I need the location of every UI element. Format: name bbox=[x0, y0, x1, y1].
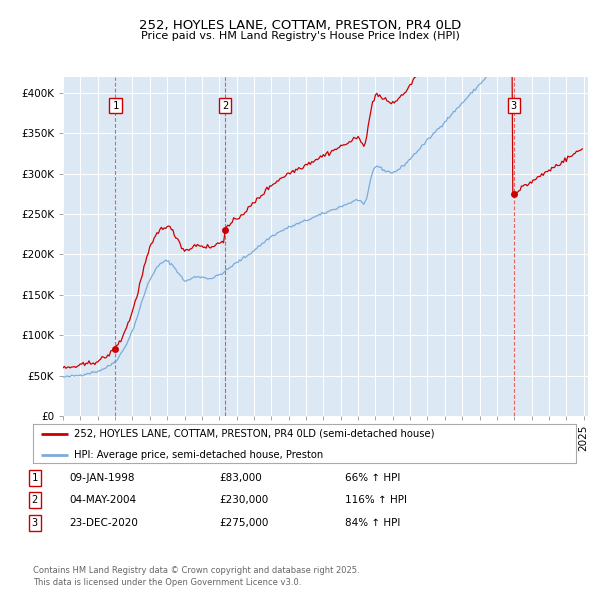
Text: £83,000: £83,000 bbox=[219, 473, 262, 483]
Text: £275,000: £275,000 bbox=[219, 519, 268, 528]
Text: 2: 2 bbox=[222, 100, 228, 110]
Text: 116% ↑ HPI: 116% ↑ HPI bbox=[345, 496, 407, 505]
Text: 252, HOYLES LANE, COTTAM, PRESTON, PR4 0LD (semi-detached house): 252, HOYLES LANE, COTTAM, PRESTON, PR4 0… bbox=[74, 429, 434, 439]
Text: £230,000: £230,000 bbox=[219, 496, 268, 505]
Text: 09-JAN-1998: 09-JAN-1998 bbox=[69, 473, 134, 483]
Text: 2: 2 bbox=[32, 496, 38, 505]
Text: 04-MAY-2004: 04-MAY-2004 bbox=[69, 496, 136, 505]
Text: 252, HOYLES LANE, COTTAM, PRESTON, PR4 0LD: 252, HOYLES LANE, COTTAM, PRESTON, PR4 0… bbox=[139, 19, 461, 32]
Text: 3: 3 bbox=[32, 519, 38, 528]
Text: Price paid vs. HM Land Registry's House Price Index (HPI): Price paid vs. HM Land Registry's House … bbox=[140, 31, 460, 41]
Text: Contains HM Land Registry data © Crown copyright and database right 2025.
This d: Contains HM Land Registry data © Crown c… bbox=[33, 566, 359, 587]
Text: 84% ↑ HPI: 84% ↑ HPI bbox=[345, 519, 400, 528]
Text: 66% ↑ HPI: 66% ↑ HPI bbox=[345, 473, 400, 483]
Text: HPI: Average price, semi-detached house, Preston: HPI: Average price, semi-detached house,… bbox=[74, 450, 323, 460]
Text: 3: 3 bbox=[511, 100, 517, 110]
Text: 23-DEC-2020: 23-DEC-2020 bbox=[69, 519, 138, 528]
Text: 1: 1 bbox=[32, 473, 38, 483]
Text: 1: 1 bbox=[112, 100, 119, 110]
